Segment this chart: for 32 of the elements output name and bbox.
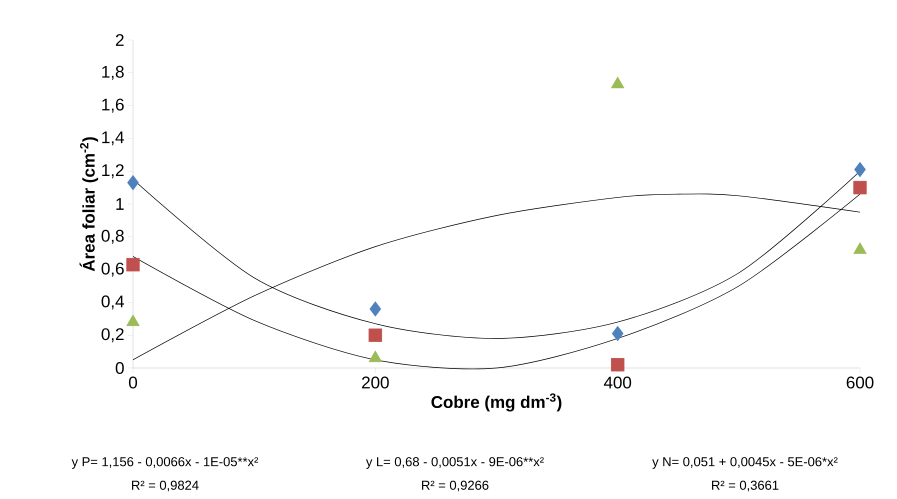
point [368,328,382,342]
text: R² = 0,9824 [132,480,199,492]
y-tick-label: 1,2 [102,164,124,178]
x-tick-label: 200 [362,376,389,389]
point [853,180,867,194]
y-tick-label: 1 [116,198,124,210]
text: y P= 1,156 - 0,0066x - 1E-05**x² [72,457,258,469]
x-tick-label: 600 [846,376,874,389]
text: R² = 0,9266 [422,480,488,492]
y-tick-label: 0,6 [102,262,124,277]
y-axis-title: Área foliar (cm$^{-2}$) [80,137,98,272]
y-tick-label: 1,8 [102,66,124,80]
y-tick-label: 2 [116,34,124,46]
x-tick-label: 0 [128,376,138,389]
point [370,301,382,317]
point [126,258,140,272]
x-axis-title: Cobre (mg dm$^{-3}$) [431,393,562,412]
text: R² = 0,3661 [712,480,778,492]
y-tick-label: 0,4 [102,295,124,310]
y-tick-label: 0,8 [102,230,124,244]
y-tick-label: 1,4 [102,131,124,146]
point [612,326,624,342]
y-tick-label: 1,6 [102,98,124,113]
y-tick-label: 0 [116,362,124,374]
text: y N= 0,051 + 0,0045x - 5E-06*x² [652,457,838,469]
text: y L= 0,68 - 0,0051x - 9E-06**x² [366,457,544,469]
x-tick-label: 400 [604,376,632,389]
point [610,358,624,372]
point [854,162,866,178]
y-tick-label: 0,2 [102,328,124,342]
point [610,76,624,88]
point [127,174,139,190]
